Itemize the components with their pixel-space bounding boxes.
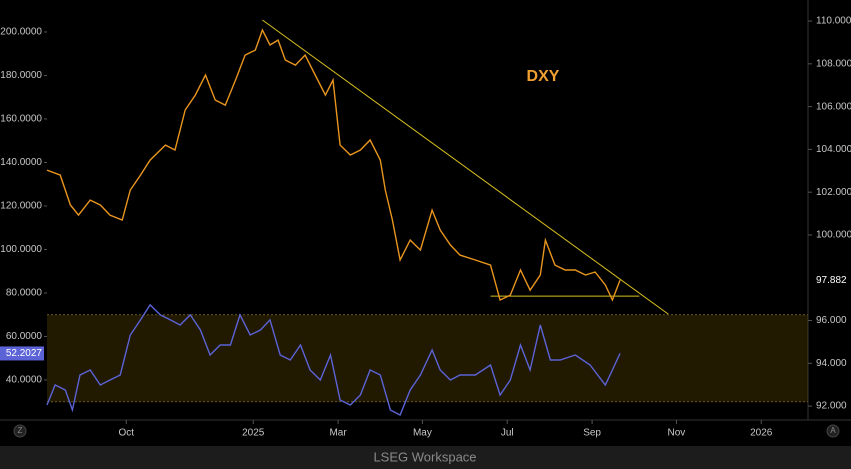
- y-tick-label: 100.0000: [0, 244, 42, 255]
- y-tick-label: 200.0000: [0, 27, 42, 38]
- y2-tick-label: 94.000: [816, 358, 847, 369]
- y2-tick-label: 106.000: [816, 101, 851, 112]
- button[interactable]: [13, 424, 27, 438]
- y2-tick-label: 110.000: [816, 16, 851, 27]
- trendline: [262, 19, 669, 315]
- x-tick-label: Mar: [329, 428, 347, 439]
- series-line: [46, 28, 621, 302]
- last-value-box: [809, 272, 851, 289]
- y2-tick-label: 104.000: [816, 144, 851, 155]
- y2-tick-label: 102.000: [816, 187, 851, 198]
- y2-tick-label: 100.000: [816, 230, 851, 241]
- x-tick-label: Sep: [583, 428, 601, 439]
- y-tick-label: 160.0000: [0, 114, 42, 125]
- y-tick-label: 80.0000: [6, 288, 43, 299]
- footer-bar: [0, 446, 851, 469]
- x-tick-label: Nov: [668, 428, 686, 439]
- x-tick-label: May: [413, 428, 432, 439]
- last-value-box: [0, 346, 44, 361]
- x-tick-label: 2026: [750, 428, 773, 439]
- chart-title: DXY: [527, 68, 560, 85]
- button[interactable]: [826, 424, 840, 438]
- y2-tick-label: 96.000: [816, 315, 847, 326]
- y-tick-label: 60.0000: [6, 331, 43, 342]
- series-line: [46, 303, 621, 416]
- y-tick-label: 140.0000: [0, 157, 42, 168]
- button-label[interactable]: Z: [18, 426, 23, 435]
- x-tick-label: 2025: [242, 428, 265, 439]
- y-tick-label: 180.0000: [0, 70, 42, 81]
- y2-tick-label: 108.000: [816, 58, 851, 69]
- y2-tick-label: 92.000: [816, 401, 847, 412]
- last-value-label: 52.2027: [6, 348, 43, 359]
- button-label[interactable]: A: [830, 426, 836, 435]
- x-tick-label: Jul: [501, 428, 514, 439]
- last-value-label: 97.882: [816, 275, 847, 286]
- x-tick-label: Oct: [118, 428, 134, 439]
- y-tick-label: 120.0000: [0, 201, 42, 212]
- footer-text: LSEG Workspace: [373, 449, 476, 464]
- y-tick-label: 40.0000: [6, 375, 43, 386]
